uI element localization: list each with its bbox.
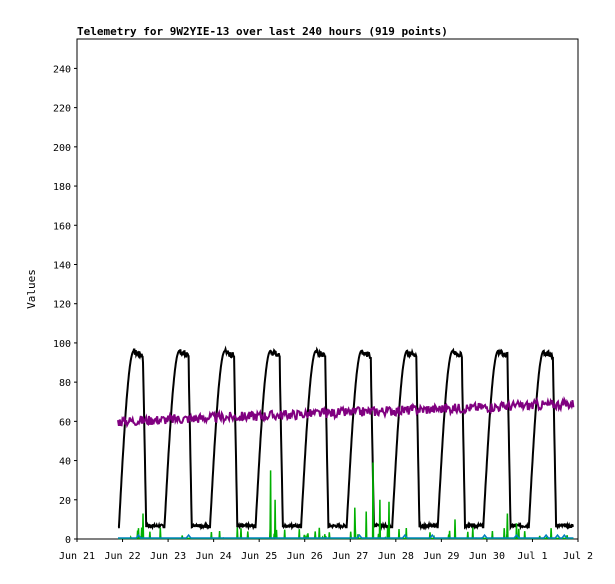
y-axis-label: Values <box>25 269 38 309</box>
x-tick-label: Jun 25 <box>241 551 277 562</box>
y-tick-label: 40 <box>59 457 71 468</box>
x-tick-label: Jun 22 <box>104 551 140 562</box>
y-axis-ticks: 0 20 40 60 80 100 120 140 160 180 200 220 240 <box>53 64 77 546</box>
y-tick-label: 160 <box>53 221 71 232</box>
y-tick-label: 100 <box>53 339 71 350</box>
chart-title: Telemetry for 9W2YIE-13 over last 240 ho… <box>77 25 448 38</box>
y-tick-label: 200 <box>53 143 71 154</box>
y-tick-label: 240 <box>53 64 71 75</box>
series-line-blue <box>118 533 574 539</box>
x-tick-label: Jul 2 <box>563 551 593 562</box>
series-line-black <box>117 345 574 532</box>
x-tick-label: Jun 21 <box>59 551 95 562</box>
y-tick-label: 0 <box>65 535 71 546</box>
y-tick-label: 180 <box>53 182 71 193</box>
x-tick-label: Jun 26 <box>287 551 323 562</box>
x-tick-label: Jun 28 <box>378 551 414 562</box>
y-tick-label: 60 <box>59 417 71 428</box>
x-tick-label: Jun 27 <box>332 551 368 562</box>
series-line-purple <box>117 396 575 429</box>
y-tick-label: 220 <box>53 104 71 115</box>
x-tick-label: Jun 24 <box>196 551 232 562</box>
x-tick-label: Jun 29 <box>423 551 459 562</box>
series-layer <box>117 345 575 540</box>
y-tick-label: 20 <box>59 496 71 507</box>
y-tick-label: 120 <box>53 300 71 311</box>
x-tick-label: Jun 30 <box>469 551 505 562</box>
x-tick-label: Jul 1 <box>517 551 547 562</box>
y-tick-label: 140 <box>53 260 71 271</box>
x-axis-ticks: Jun 21 Jun 22 Jun 23 Jun 24 Jun 25 Jun 26 Jun … <box>59 539 593 562</box>
x-tick-label: Jun 23 <box>150 551 186 562</box>
y-tick-label: 80 <box>59 378 71 389</box>
